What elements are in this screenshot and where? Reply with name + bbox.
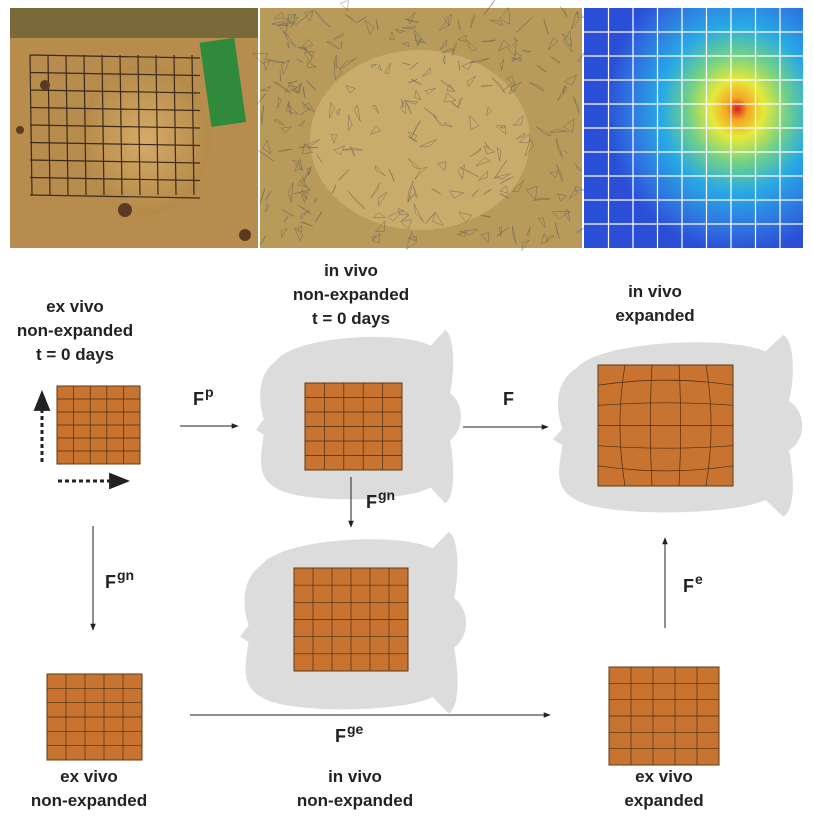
state-label: in vivo xyxy=(328,767,382,786)
arrow-label-base: F xyxy=(335,726,346,746)
arrow-label: F xyxy=(503,389,514,409)
arrow-label: Fge xyxy=(335,721,364,746)
photo-heatmap xyxy=(584,8,803,248)
state-label: ex vivo xyxy=(60,767,118,786)
arrow-label-sup: gn xyxy=(117,567,134,583)
state-label: expanded xyxy=(624,791,703,810)
state-label: t = 0 days xyxy=(312,309,390,328)
figure: ex vivo non-expanded t = 0 days in vivo non-… xyxy=(0,0,813,819)
state-label: t = 0 days xyxy=(36,345,114,364)
state-label: ex vivo xyxy=(635,767,693,786)
arrow-label-sup: e xyxy=(695,571,703,587)
state-label: non-expanded xyxy=(31,791,147,810)
arrow-label-base: F xyxy=(683,576,694,596)
arrow-label: Fp xyxy=(193,384,214,409)
arrow-label-base: F xyxy=(366,492,377,512)
state-label: in vivo xyxy=(628,282,682,301)
state-label: ex vivo xyxy=(46,297,104,316)
state-label: non-expanded xyxy=(293,285,409,304)
arrow-label-sup: gn xyxy=(378,487,395,503)
arrow-label: Fgn xyxy=(105,567,134,592)
state-label: expanded xyxy=(615,306,694,325)
arrow-label-base: F xyxy=(193,389,204,409)
state-label: non-expanded xyxy=(17,321,133,340)
arrow-label-base: F xyxy=(503,389,514,409)
arrow-label-sup: p xyxy=(205,384,214,400)
arrow-label: Fe xyxy=(683,571,703,596)
arrow-label-sup: ge xyxy=(347,721,364,737)
state-label: non-expanded xyxy=(297,791,413,810)
photo-mesh xyxy=(253,0,586,251)
photo-skin xyxy=(10,8,258,248)
state-label: in vivo xyxy=(324,261,378,280)
arrow-label-base: F xyxy=(105,572,116,592)
